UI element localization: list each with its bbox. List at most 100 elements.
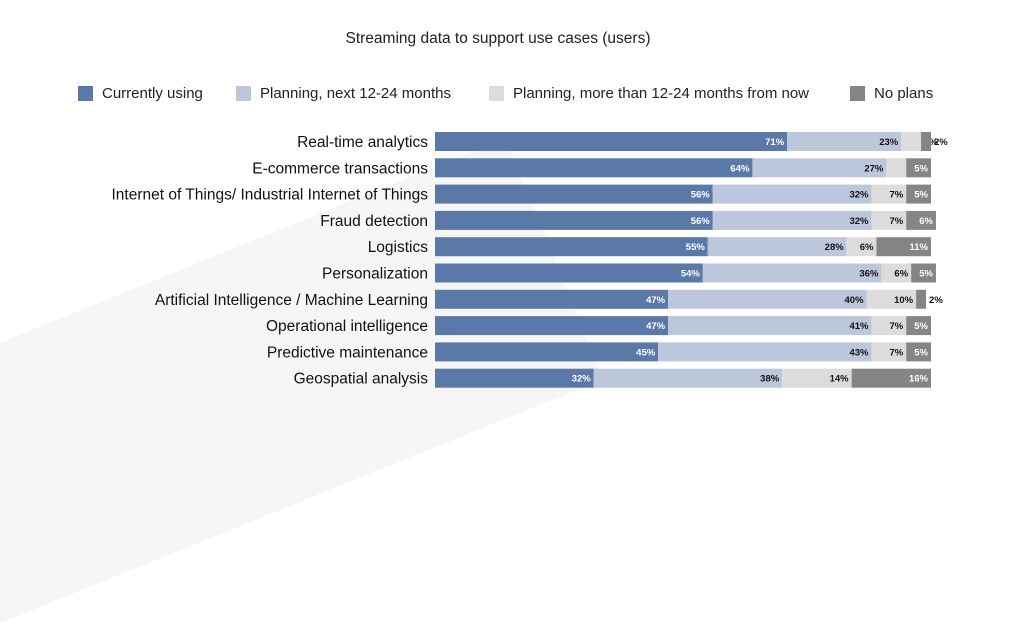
- value-label-no-plans-logistics: 11%: [910, 242, 929, 253]
- category-label-logistics: Logistics: [368, 239, 429, 256]
- value-label-currently-using-real-time-analytics: 71%: [765, 137, 785, 148]
- category-label-artificial-intelligence-machine-learning: Artificial Intelligence / Machine Learni…: [155, 292, 428, 309]
- value-label-planning-more-than-12-24-months-from-now-logistics: 6%: [860, 242, 874, 253]
- value-label-planning-more-than-12-24-months-from-now-predictive-maintenance: 7%: [889, 347, 903, 358]
- legend-item-no-plans: No plans: [850, 82, 933, 104]
- bar-planning-next-12-24-months-operational-intelligence: [668, 316, 872, 336]
- bar-currently-using-geospatial-analysis: [435, 368, 594, 388]
- category-label-real-time-analytics: Real-time analytics: [297, 134, 428, 151]
- value-label-planning-next-12-24-months-operational-intelligence: 41%: [849, 321, 869, 332]
- value-label-planning-next-12-24-months-personalization: 36%: [859, 269, 879, 280]
- bar-planning-more-than-12-24-months-from-now-internet-of-things-industrial-internet-of-things: [871, 184, 907, 204]
- bar-planning-next-12-24-months-real-time-analytics: [787, 132, 902, 151]
- legend-label-no-plans: No plans: [874, 84, 934, 102]
- value-label-planning-more-than-12-24-months-from-now-operational-intelligence: 7%: [889, 321, 903, 332]
- legend-item-planning-next: Planning, next 12-24 months: [236, 82, 451, 104]
- bar-planning-next-12-24-months-internet-of-things-industrial-internet-of-things: [712, 184, 872, 204]
- value-label-no-plans-real-time-analytics: 2%: [934, 137, 948, 148]
- value-label-currently-using-personalization: 54%: [681, 269, 701, 280]
- bar-planning-next-12-24-months-geospatial-analysis: [593, 368, 783, 388]
- value-label-no-plans-operational-intelligence: 5%: [914, 321, 928, 332]
- value-label-currently-using-predictive-maintenance: 45%: [636, 347, 656, 358]
- value-label-planning-next-12-24-months-geospatial-analysis: 38%: [760, 374, 780, 385]
- bar-no-plans-real-time-analytics: [921, 132, 931, 151]
- bar-planning-more-than-12-24-months-from-now-fraud-detection: [871, 210, 907, 230]
- value-label-planning-more-than-12-24-months-from-now-real-time-analytics: 4%: [924, 137, 938, 148]
- category-label-fraud-detection: Fraud detection: [320, 213, 428, 230]
- value-label-planning-next-12-24-months-logistics: 28%: [825, 242, 845, 253]
- bar-planning-next-12-24-months-logistics: [707, 237, 847, 257]
- value-label-planning-more-than-12-24-months-from-now-fraud-detection: 7%: [889, 216, 903, 227]
- plot-area: Real-time analytics71%23%4%2%E-commerce …: [111, 132, 948, 388]
- value-label-planning-next-12-24-months-artificial-intelligence-machine-learning: 40%: [845, 295, 865, 306]
- legend-swatch-currently-using: [78, 85, 93, 101]
- bar-planning-next-12-24-months-fraud-detection: [712, 210, 872, 230]
- legend-label-planning-later: Planning, more than 12-24 months from no…: [513, 84, 809, 102]
- value-label-no-plans-personalization: 5%: [919, 269, 933, 280]
- bar-no-plans-e-commerce-transactions: [906, 158, 931, 178]
- bar-planning-next-12-24-months-artificial-intelligence-machine-learning: [668, 289, 867, 309]
- bar-planning-more-than-12-24-months-from-now-geospatial-analysis: [782, 368, 852, 388]
- category-label-internet-of-things-industrial-internet-of-things: Internet of Things/ Industrial Internet …: [111, 187, 428, 204]
- bar-planning-more-than-12-24-months-from-now-e-commerce-transactions: [886, 158, 907, 178]
- bar-no-plans-personalization: [911, 263, 936, 283]
- bar-currently-using-artificial-intelligence-machine-learning: [435, 289, 669, 309]
- value-label-currently-using-e-commerce-transactions: 64%: [730, 163, 750, 174]
- bar-planning-more-than-12-24-months-from-now-real-time-analytics: [901, 132, 922, 151]
- category-label-personalization: Personalization: [322, 266, 428, 283]
- bar-no-plans-operational-intelligence: [906, 316, 931, 336]
- value-label-planning-more-than-12-24-months-from-now-geospatial-analysis: 14%: [830, 374, 850, 385]
- value-label-currently-using-fraud-detection: 56%: [691, 216, 711, 227]
- bar-currently-using-fraud-detection: [435, 210, 713, 230]
- value-label-planning-next-12-24-months-fraud-detection: 32%: [849, 216, 869, 227]
- value-label-planning-more-than-12-24-months-from-now-personalization: 6%: [894, 269, 908, 280]
- bar-no-plans-internet-of-things-industrial-internet-of-things: [906, 184, 931, 204]
- value-label-planning-more-than-12-24-months-from-now-artificial-intelligence-machine-learning: 10%: [894, 295, 914, 306]
- bar-planning-more-than-12-24-months-from-now-logistics: [846, 237, 877, 257]
- category-label-operational-intelligence: Operational intelligence: [266, 318, 428, 335]
- bar-planning-more-than-12-24-months-from-now-predictive-maintenance: [871, 342, 907, 362]
- category-label-e-commerce-transactions: E-commerce transactions: [252, 160, 428, 177]
- bar-no-plans-predictive-maintenance: [906, 342, 931, 362]
- value-label-no-plans-artificial-intelligence-machine-learning: 2%: [929, 295, 943, 306]
- value-label-planning-next-12-24-months-real-time-analytics: 23%: [879, 137, 899, 148]
- bar-currently-using-real-time-analytics: [435, 132, 788, 151]
- bar-no-plans-artificial-intelligence-machine-learning: [916, 289, 927, 309]
- bar-currently-using-predictive-maintenance: [435, 342, 659, 362]
- value-label-planning-more-than-12-24-months-from-now-internet-of-things-industrial-internet-of-things: 7%: [889, 190, 903, 201]
- value-label-planning-next-12-24-months-predictive-maintenance: 43%: [849, 347, 869, 358]
- legend-label-currently-using: Currently using: [102, 84, 203, 102]
- bar-no-plans-geospatial-analysis: [851, 368, 931, 388]
- bar-planning-next-12-24-months-personalization: [702, 263, 882, 283]
- value-label-no-plans-predictive-maintenance: 5%: [914, 347, 928, 358]
- legend-item-currently-using: Currently using: [78, 82, 203, 104]
- value-label-no-plans-fraud-detection: 6%: [919, 216, 933, 227]
- bar-currently-using-personalization: [435, 263, 703, 283]
- bar-planning-more-than-12-24-months-from-now-personalization: [881, 263, 912, 283]
- bar-currently-using-operational-intelligence: [435, 316, 669, 336]
- legend-item-planning-later: Planning, more than 12-24 months from no…: [489, 82, 809, 104]
- value-label-no-plans-e-commerce-transactions: 5%: [914, 163, 928, 174]
- value-label-currently-using-internet-of-things-industrial-internet-of-things: 56%: [691, 190, 711, 201]
- legend-swatch-planning-later: [489, 85, 504, 101]
- bar-planning-more-than-12-24-months-from-now-operational-intelligence: [871, 316, 907, 336]
- bar-currently-using-internet-of-things-industrial-internet-of-things: [435, 184, 713, 204]
- value-label-no-plans-internet-of-things-industrial-internet-of-things: 5%: [914, 190, 928, 201]
- bar-currently-using-logistics: [435, 237, 708, 257]
- bar-planning-next-12-24-months-predictive-maintenance: [658, 342, 872, 362]
- value-label-currently-using-artificial-intelligence-machine-learning: 47%: [646, 295, 666, 306]
- legend-label-planning-next: Planning, next 12-24 months: [260, 84, 451, 102]
- bar-no-plans-fraud-detection: [906, 210, 936, 230]
- bar-currently-using-e-commerce-transactions: [435, 158, 753, 178]
- bar-no-plans-logistics: [876, 237, 931, 257]
- value-label-currently-using-logistics: 55%: [686, 242, 706, 253]
- value-label-planning-next-12-24-months-internet-of-things-industrial-internet-of-things: 32%: [849, 190, 869, 201]
- value-label-planning-next-12-24-months-e-commerce-transactions: 27%: [864, 163, 884, 174]
- legend-swatch-no-plans: [850, 85, 865, 101]
- value-label-no-plans-geospatial-analysis: 16%: [909, 374, 929, 385]
- bar-planning-more-than-12-24-months-from-now-artificial-intelligence-machine-learning: [866, 289, 917, 309]
- value-label-currently-using-operational-intelligence: 47%: [646, 321, 666, 332]
- chart: Streaming data to support use cases (use…: [78, 30, 948, 388]
- chart-title: Streaming data to support use cases (use…: [345, 30, 651, 47]
- value-label-currently-using-geospatial-analysis: 32%: [572, 374, 592, 385]
